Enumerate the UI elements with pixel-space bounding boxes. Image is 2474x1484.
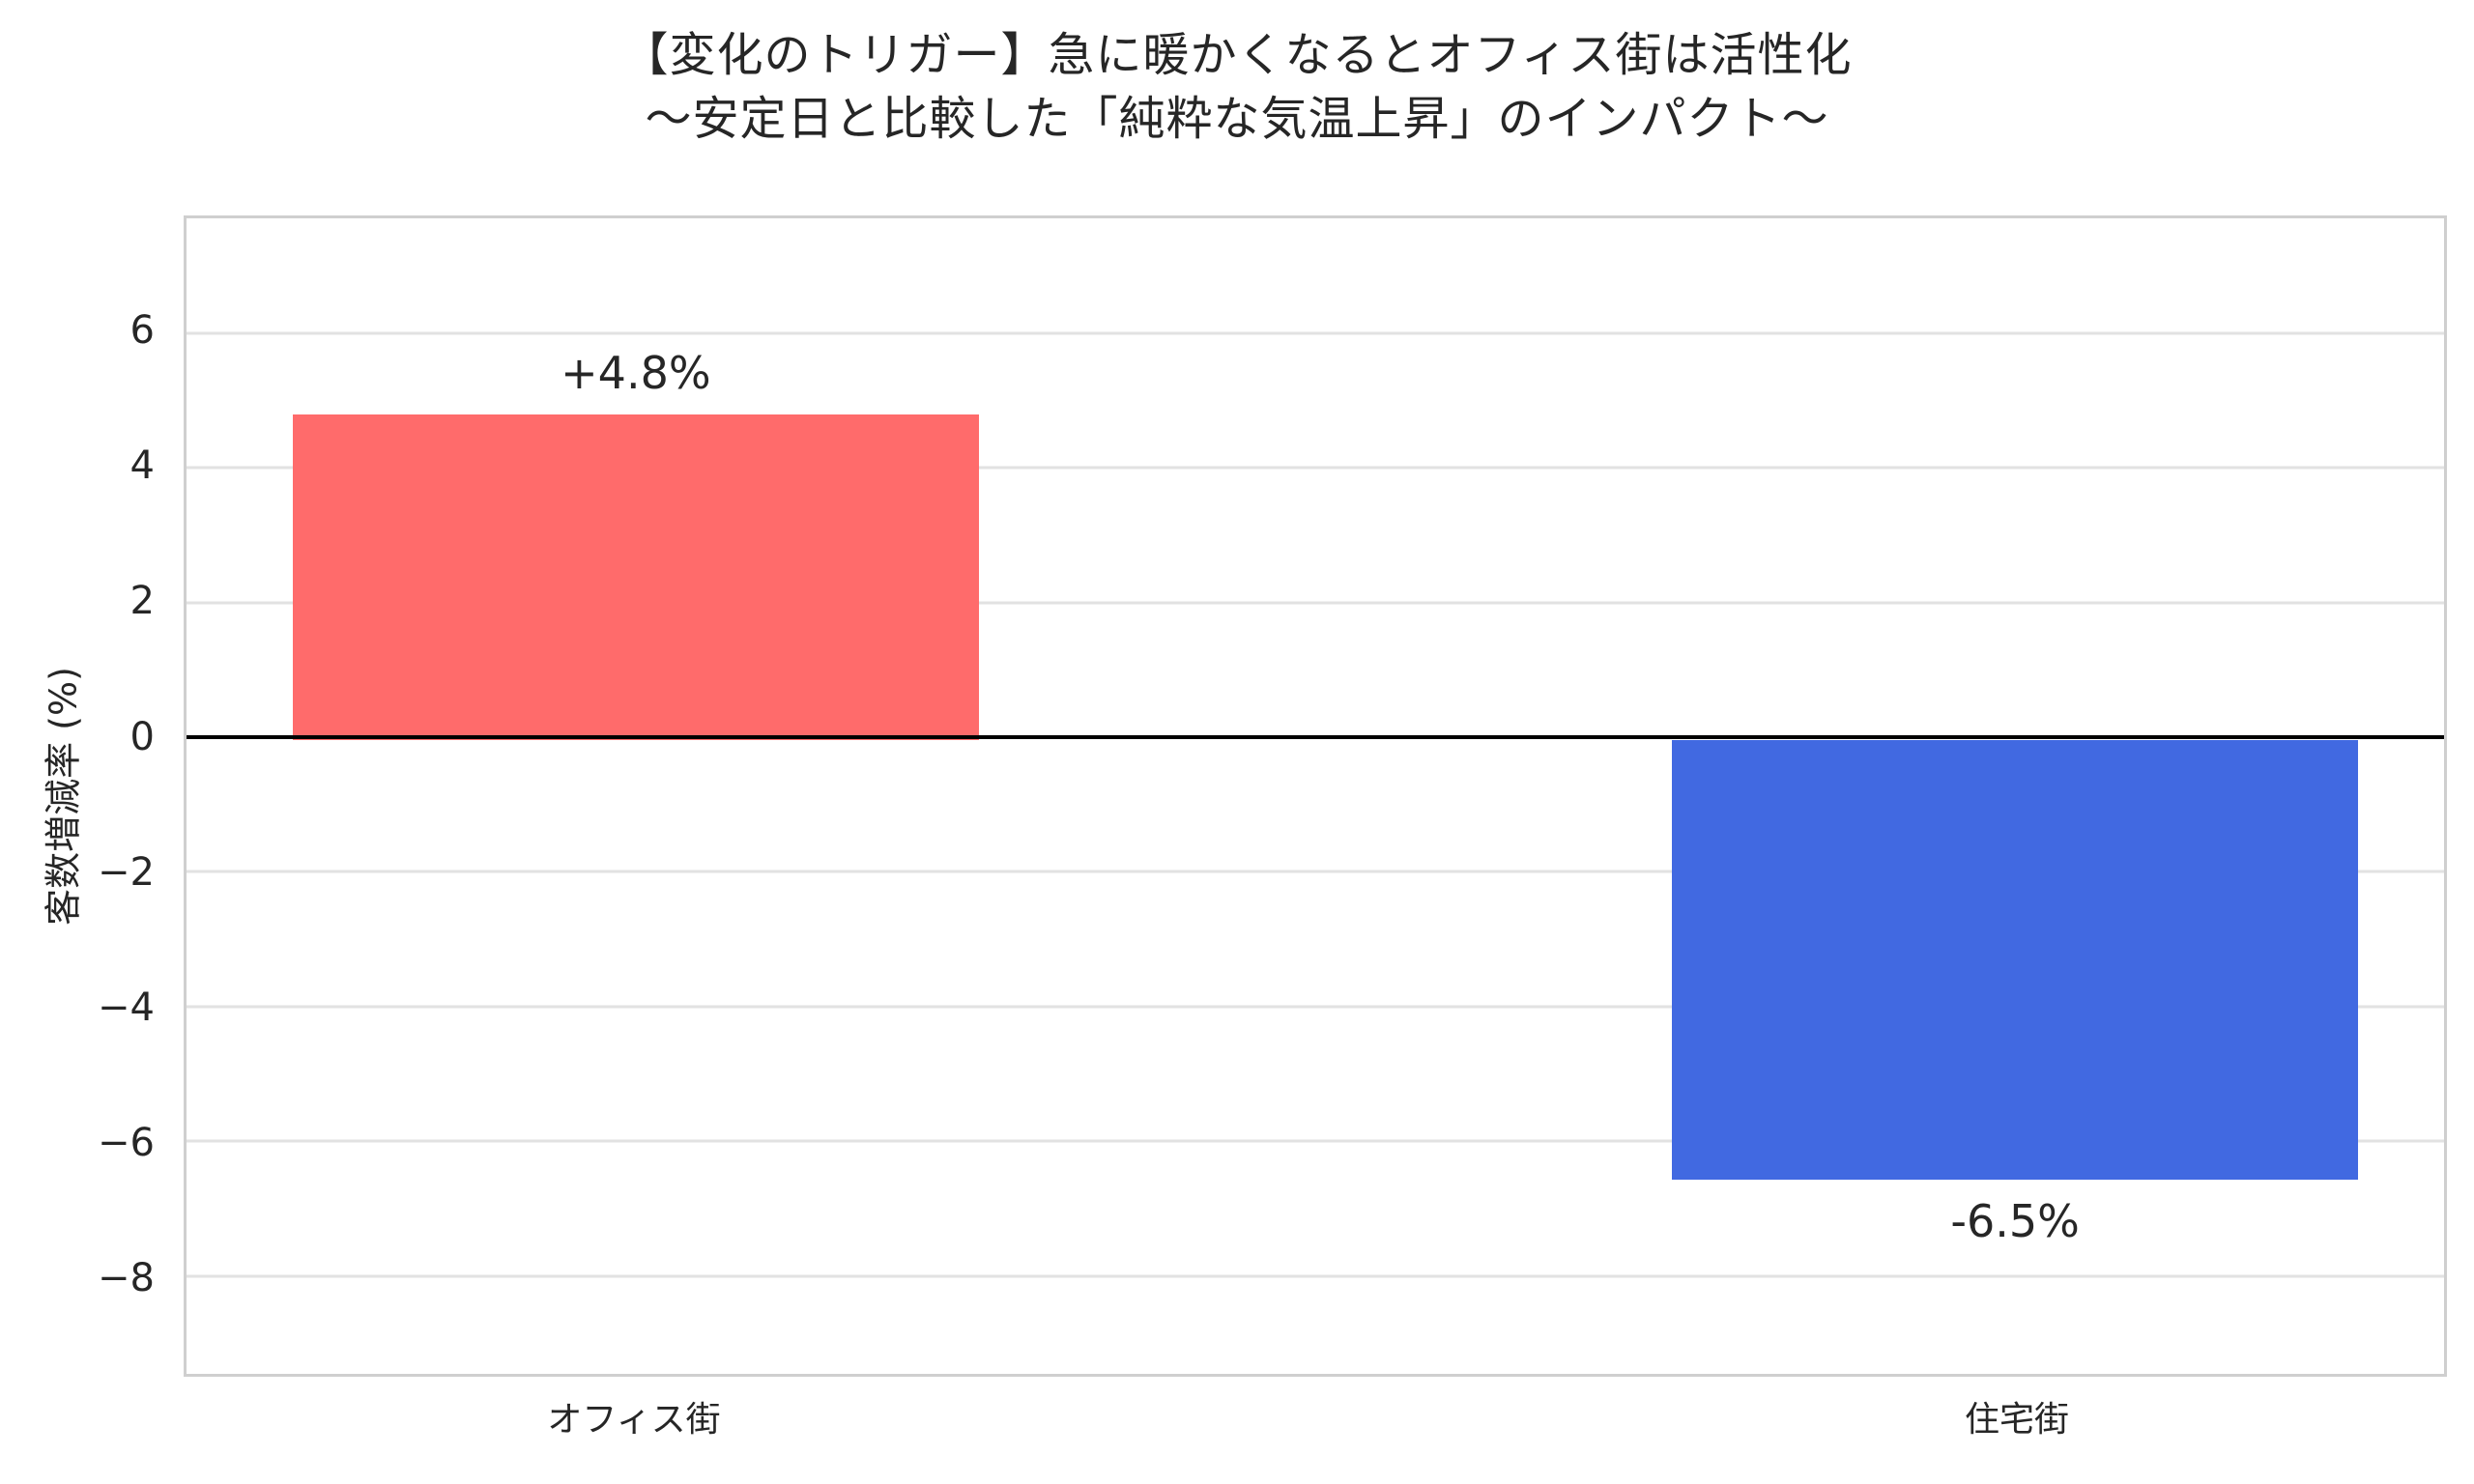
bar-value-label-オフィス街: +4.8% [561, 347, 711, 400]
chart-title-line2: ～安定日と比較した「純粋な気温上昇」のインパクト～ [645, 92, 1829, 146]
gridline-y-2 [187, 870, 2444, 873]
gridline-y2 [187, 601, 2444, 604]
gridline-y6 [187, 331, 2444, 335]
y-tick-label-0: 0 [129, 714, 155, 759]
y-tick-label--6: −6 [98, 1121, 155, 1166]
y-tick-label-6: 6 [129, 308, 155, 354]
y-tick-label-4: 4 [129, 443, 155, 489]
chart-title: 【変化のトリガー】急に暖かくなるとオフィス街は活性化 ～安定日と比較した「純粋な… [0, 23, 2474, 151]
y-tick-label--8: −8 [98, 1256, 155, 1301]
bar-住宅街 [1672, 739, 2359, 1181]
bar-value-label-住宅街: -6.5% [1950, 1195, 2080, 1248]
y-tick-labels: 6 4 2 0 −2 −4 −6 −8 [0, 0, 168, 1484]
gridline-y4 [187, 466, 2444, 470]
gridline-y-8 [187, 1274, 2444, 1278]
x-tick-label-住宅街: 住宅街 [1965, 1400, 2070, 1440]
y-tick-label-2: 2 [129, 579, 155, 624]
chart-title-line1: 【変化のトリガー】急に暖かくなるとオフィス街は活性化 [621, 28, 1853, 82]
gridline-y-4 [187, 1005, 2444, 1009]
plot-area: +4.8% -6.5% [184, 215, 2447, 1377]
zero-baseline [187, 734, 2444, 739]
x-tick-label-オフィス街: オフィス街 [547, 1400, 721, 1440]
y-tick-label--4: −4 [98, 985, 155, 1031]
y-tick-label--2: −2 [98, 849, 155, 895]
bar-オフィス街 [292, 414, 979, 740]
gridline-y-6 [187, 1139, 2444, 1143]
